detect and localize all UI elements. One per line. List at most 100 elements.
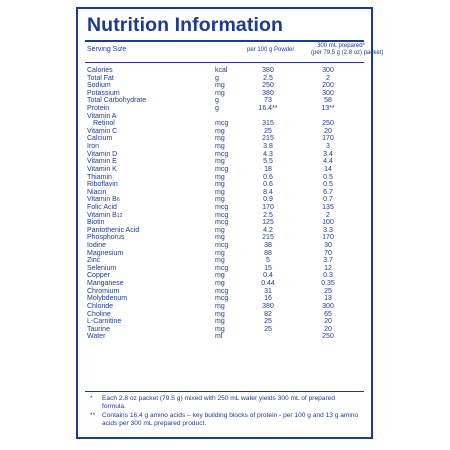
- nutrient-unit: mcg: [215, 295, 229, 303]
- nutrient-name-text: Choline: [87, 310, 111, 318]
- nutrient-name: Thiamin: [87, 174, 112, 182]
- nutrient-name-text: Vitamin C: [87, 127, 118, 135]
- table-row: Zinc mg 5 3.7: [87, 257, 367, 265]
- nutrient-name-text: Chloride: [87, 302, 114, 310]
- header-divider: [85, 62, 364, 63]
- nutrient-unit: mcg: [215, 203, 229, 211]
- column-header-prepared-line2: (per 79.5 g (2.8 oz) packet): [311, 50, 384, 56]
- nutrient-name: Sodium: [87, 82, 111, 90]
- value-per-300ml: 250: [322, 120, 334, 128]
- value-per-100g: 31: [264, 287, 272, 295]
- nutrient-name-text: Potassium: [87, 89, 120, 97]
- nutrient-name: L-Carnitine: [87, 318, 121, 326]
- table-row: L-Carnitine mg 25 20: [87, 318, 367, 326]
- value-per-300ml: 13: [324, 295, 332, 303]
- nutrient-name-text: Vitamin B: [87, 196, 117, 204]
- value-per-300ml: 2: [326, 211, 330, 219]
- nutrient-name-text: Thiamin: [87, 173, 112, 181]
- value-per-100g: 5.5: [263, 158, 273, 166]
- value-per-300ml: 6.7: [323, 188, 333, 196]
- nutrient-name: Chromium: [87, 288, 119, 296]
- nutrient-name: Vitamin A: [87, 113, 116, 121]
- value-per-300ml: 300: [322, 67, 334, 74]
- footnote-divider: [85, 391, 364, 392]
- table-row: Iron mg 3.8 3: [87, 143, 367, 151]
- table-row: Niacin mg 8.4 6.7: [87, 189, 367, 197]
- value-per-100g: 215: [262, 135, 274, 143]
- value-per-300ml: 12: [324, 264, 332, 272]
- nutrient-name: Vitamin D: [87, 151, 117, 159]
- value-per-100g: 25: [264, 127, 272, 135]
- nutrient-unit: mg: [215, 127, 225, 135]
- table-row: Magnesium mg 88 70: [87, 250, 367, 258]
- value-per-300ml: 0.5: [323, 181, 333, 189]
- nutrient-name-text: Retinol: [93, 120, 115, 128]
- value-per-300ml: 170: [322, 234, 334, 242]
- nutrient-name-text: Sodium: [87, 82, 111, 90]
- nutrient-unit: mcg: [215, 120, 229, 128]
- nutrient-name-text: Protein: [87, 105, 110, 113]
- value-per-100g: 18: [264, 165, 272, 173]
- value-per-300ml: 200: [322, 82, 334, 90]
- footnote-marker: *: [90, 395, 93, 402]
- footnotes: * Each 2.8 oz packet (79.5 g) mixed with …: [90, 395, 360, 429]
- value-per-300ml: 3.7: [323, 257, 333, 265]
- nutrient-name-text: Vitamin A: [87, 112, 117, 120]
- table-row: Total Fat g 2.5 2: [87, 75, 367, 83]
- table-row: Chloride mg 380 300: [87, 303, 367, 311]
- nutrient-name-text: L-Carnitine: [87, 318, 122, 326]
- nutrient-table: Calories kcal 380 300 Total Fat g 2.5 2 Sodium mg…: [87, 67, 367, 341]
- nutrient-name: Chloride: [87, 303, 113, 311]
- value-per-100g: 25: [264, 318, 272, 326]
- nutrient-unit: mg: [215, 310, 225, 318]
- nutrient-name-text: Folic Acid: [87, 203, 117, 211]
- nutrient-subscript: 12: [116, 212, 123, 219]
- nutrient-name-text: Total Fat: [87, 74, 114, 82]
- title-divider: [85, 40, 364, 42]
- value-per-300ml: 3: [326, 143, 330, 151]
- nutrient-name: Protein: [87, 105, 109, 113]
- nutrient-name: Retinol: [93, 120, 115, 128]
- nutrient-name: Manganese: [87, 280, 124, 288]
- nutrition-panel: Nutrition Information Serving Size per 1…: [76, 7, 384, 439]
- nutrient-name-text: Copper: [87, 272, 110, 280]
- nutrient-unit: mcg: [215, 264, 229, 272]
- table-row: Total Carbohydrate g 73 58: [87, 97, 367, 105]
- nutrient-name-text: Vitamin K: [87, 165, 117, 173]
- value-per-300ml: 300: [322, 302, 334, 310]
- nutrient-name: Selenium: [87, 265, 116, 273]
- table-row: Biotin mcg 125 100: [87, 219, 367, 227]
- value-per-100g: 170: [262, 203, 274, 211]
- value-per-300ml: 14: [324, 165, 332, 173]
- table-row: Folic Acid mcg 170 135: [87, 204, 367, 212]
- footnote: * Each 2.8 oz packet (79.5 g) mixed with …: [90, 395, 360, 411]
- value-per-100g: 0.44: [261, 280, 275, 288]
- nutrient-name-text: Taurine: [87, 325, 110, 333]
- value-per-100g: 15: [264, 264, 272, 272]
- value-per-300ml: 2: [326, 74, 330, 82]
- nutrient-name-text: Calories: [87, 67, 113, 74]
- nutrient-name-text: Niacin: [87, 188, 107, 196]
- value-per-100g: 73: [264, 97, 272, 105]
- nutrient-name-text: Iron: [87, 143, 100, 151]
- table-row: Choline mg 82 65: [87, 311, 367, 319]
- nutrient-unit: mg: [215, 272, 225, 280]
- nutrient-unit: mg: [215, 143, 225, 151]
- nutrient-name: Total Carbohydrate: [87, 97, 146, 105]
- nutrient-name-text: Water: [87, 333, 106, 341]
- value-per-100g: 0.9: [263, 196, 273, 204]
- footnote: ** Contains 16.4 g amino acids – key buil…: [90, 412, 360, 428]
- nutrient-unit: mg: [215, 257, 225, 265]
- nutrient-unit: g: [215, 74, 219, 82]
- table-row: Pantothenic Acid mg 4.2 3.3: [87, 227, 367, 235]
- column-header-powder: per 100 g Powder: [247, 47, 295, 53]
- nutrient-name-text: Phosphorus: [87, 234, 125, 242]
- table-row: Protein g 16.4** 13**: [87, 105, 367, 113]
- nutrient-name: Niacin: [87, 189, 106, 197]
- value-per-100g: 16: [264, 295, 272, 303]
- footnote-marker: **: [90, 412, 96, 419]
- value-per-100g: 380: [262, 89, 274, 97]
- table-row: Phosphorus mg 215 170: [87, 234, 367, 242]
- table-row: Taurine mg 25 20: [87, 326, 367, 334]
- table-row: Vitamin K mcg 18 14: [87, 166, 367, 174]
